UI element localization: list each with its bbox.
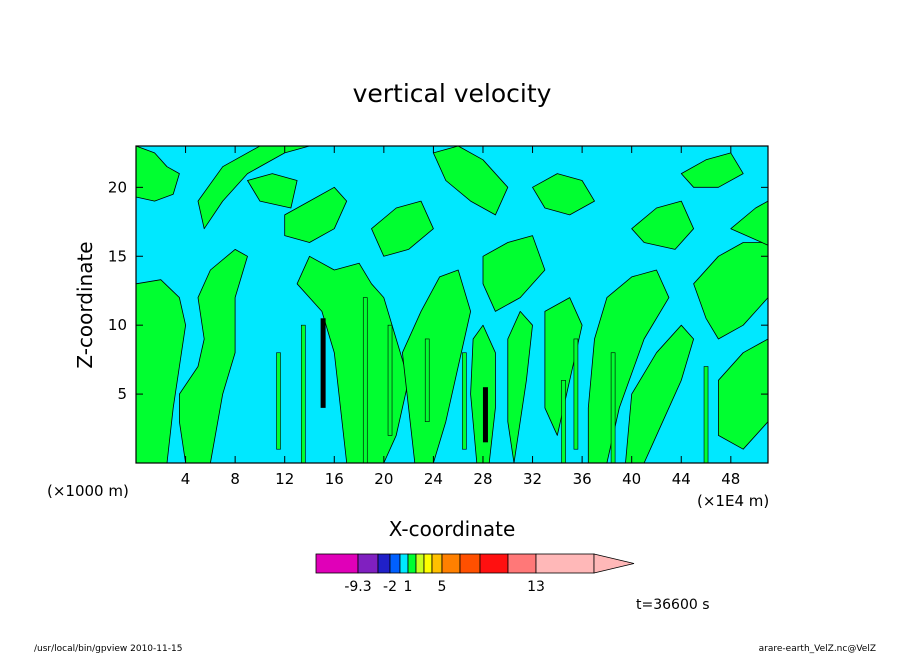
positive-region: [371, 200, 434, 257]
colorbar-swatch: [507, 553, 537, 574]
positive-region: [587, 269, 670, 464]
colorbar-swatch: [377, 553, 391, 574]
plot-frame: [135, 145, 769, 464]
colorbar-label: 1: [404, 579, 413, 595]
positive-streak: [424, 338, 430, 422]
colorbar-swatch: [459, 553, 481, 574]
x-tick-label: 4: [181, 470, 191, 488]
positive-region: [631, 200, 694, 250]
positive-region: [544, 297, 583, 436]
x-tick-label: 12: [275, 470, 294, 488]
x-tick-label: 40: [622, 470, 641, 488]
positive-region: [507, 311, 533, 464]
colorbar-swatch: [479, 553, 509, 574]
chart-title: vertical velocity: [353, 79, 552, 108]
contour-fields: [135, 145, 769, 464]
positive-region: [482, 235, 546, 312]
positive-region: [135, 145, 180, 202]
y-axis: 5 10 15 20: [108, 178, 768, 403]
x-unit-right: (×1E4 m): [697, 492, 769, 510]
positive-region: [402, 269, 471, 464]
colorbar-label: 13: [527, 579, 545, 595]
colorbar-swatch: [423, 553, 433, 574]
positive-streak: [362, 297, 368, 464]
x-unit-left: (×1000 m): [47, 482, 129, 500]
positive-streak: [276, 352, 281, 450]
footer-left: /usr/local/bin/gpview 2010-11-15: [34, 644, 182, 654]
colorbar-swatch: [535, 553, 595, 574]
positive-region: [532, 173, 595, 216]
y-tick-label: 20: [108, 178, 127, 196]
positive-region: [680, 152, 744, 188]
x-tick-label: 32: [523, 470, 542, 488]
x-tick-label: 28: [473, 470, 492, 488]
colorbar-swatch: [315, 553, 359, 574]
plot-area: [135, 145, 769, 464]
y-tick-label: 15: [108, 247, 127, 265]
positive-streak: [462, 352, 467, 450]
y-tick-label: 5: [117, 385, 127, 403]
colorbar-swatch: [399, 553, 409, 574]
positive-streak: [573, 338, 579, 450]
x-tick-label: 36: [573, 470, 592, 488]
positive-streak: [387, 324, 393, 436]
x-tick-label: 16: [325, 470, 344, 488]
x-tick-label: 20: [374, 470, 393, 488]
colorbar: [315, 553, 635, 574]
colorbar-swatch: [357, 553, 379, 574]
strong-core: [482, 387, 488, 443]
colorbar-label: 5: [438, 579, 447, 595]
colorbar-swatch: [407, 553, 417, 574]
y-axis-title: Z-coordinate: [73, 241, 97, 368]
positive-region: [296, 255, 409, 464]
time-label: t=36600 s: [636, 597, 710, 613]
positive-streak: [703, 366, 709, 464]
colorbar-swatch: [441, 553, 461, 574]
colorbar-swatch: [389, 553, 401, 574]
colorbar-swatch: [431, 553, 443, 574]
x-axis: 4 8 12 16 20 24 28 32 36 40 44 48: [181, 146, 740, 488]
positive-region: [247, 173, 298, 209]
x-tick-label: 44: [672, 470, 691, 488]
positive-region: [433, 145, 509, 216]
x-axis-title: X-coordinate: [389, 517, 516, 541]
positive-region: [284, 186, 348, 243]
colorbar-arrow: [593, 553, 635, 574]
x-tick-label: 48: [721, 470, 740, 488]
positive-streak: [561, 380, 566, 464]
colorbar-labels: -9.3 -2 1 5 13: [344, 579, 545, 595]
colorbar-label: -9.3: [344, 579, 371, 595]
colorbar-swatch: [415, 553, 425, 574]
positive-streak: [610, 352, 616, 464]
y-tick-label: 10: [108, 316, 127, 334]
positive-streak: [300, 324, 306, 464]
footer-right: arare-earth_VelZ.nc@VelZ: [759, 644, 876, 654]
strong-core: [320, 318, 326, 408]
x-tick-label: 24: [424, 470, 443, 488]
colorbar-label: -2: [383, 579, 397, 595]
x-tick-label: 8: [230, 470, 240, 488]
